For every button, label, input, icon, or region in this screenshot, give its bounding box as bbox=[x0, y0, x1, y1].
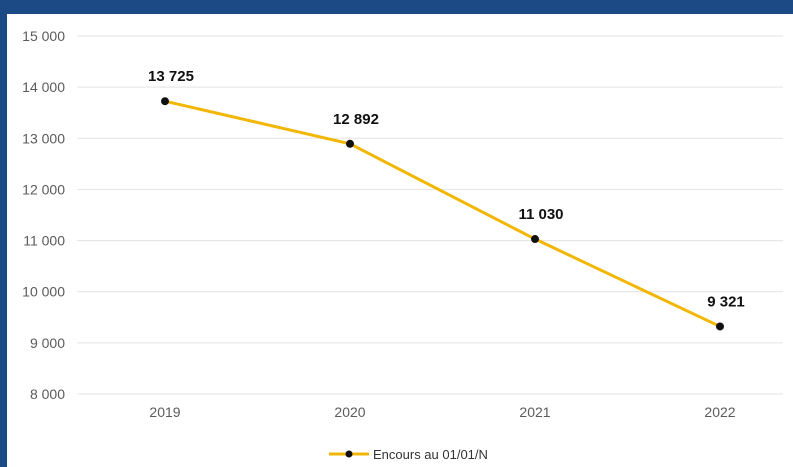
data-label: 11 030 bbox=[518, 206, 563, 223]
data-label: 12 892 bbox=[333, 111, 379, 128]
series-encours: 13 725 12 892 11 030 9 321 bbox=[148, 68, 745, 331]
y-tick-label: 9 000 bbox=[30, 335, 65, 351]
y-tick-label: 8 000 bbox=[30, 386, 65, 402]
chart-panel: 15 000 14 000 13 000 12 000 11 000 10 000 9 00… bbox=[7, 14, 793, 467]
legend-marker-swatch bbox=[345, 450, 353, 458]
x-tick-label: 2020 bbox=[334, 404, 365, 420]
x-tick-label: 2022 bbox=[704, 404, 735, 420]
series-line bbox=[164, 99, 721, 328]
y-axis: 15 000 14 000 13 000 12 000 11 000 10 000 9 00… bbox=[22, 28, 65, 402]
data-point bbox=[161, 97, 169, 106]
legend: Encours au 01/01/N bbox=[329, 447, 488, 462]
data-point bbox=[716, 322, 724, 331]
data-point bbox=[531, 235, 539, 244]
x-axis: 2019 2020 2021 2022 bbox=[149, 404, 735, 420]
x-tick-label: 2021 bbox=[519, 404, 550, 420]
line-chart: 15 000 14 000 13 000 12 000 11 000 10 000 9 00… bbox=[22, 28, 783, 462]
x-tick-label: 2019 bbox=[149, 404, 180, 420]
legend-label: Encours au 01/01/N bbox=[373, 447, 488, 462]
data-label: 9 321 bbox=[707, 293, 745, 310]
data-point bbox=[346, 139, 354, 148]
y-tick-label: 11 000 bbox=[23, 233, 65, 249]
y-tick-label: 14 000 bbox=[22, 79, 65, 95]
data-label: 13 725 bbox=[148, 68, 194, 85]
y-tick-label: 15 000 bbox=[22, 28, 65, 44]
y-tick-label: 10 000 bbox=[22, 284, 65, 300]
y-tick-label: 12 000 bbox=[22, 181, 65, 197]
y-tick-label: 13 000 bbox=[22, 130, 65, 146]
gridlines bbox=[77, 35, 783, 395]
